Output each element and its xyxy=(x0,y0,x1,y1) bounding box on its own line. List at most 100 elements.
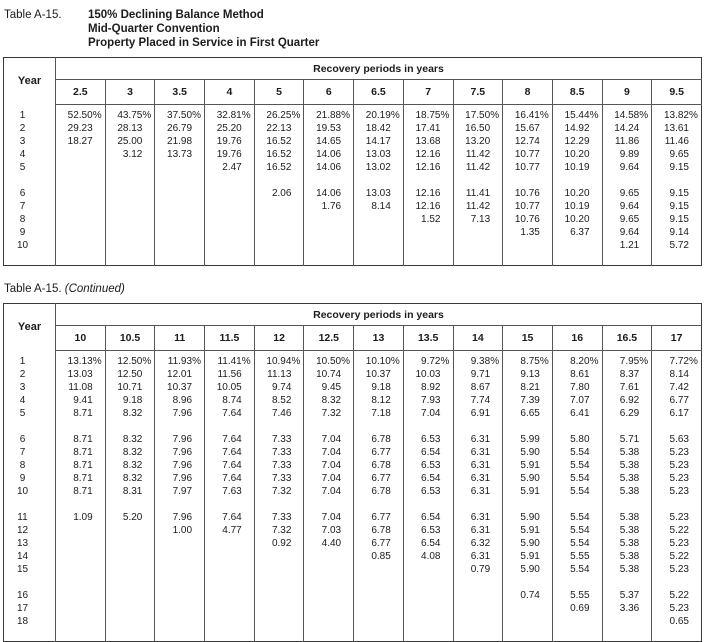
year-cell: 7 xyxy=(19,201,26,212)
value-cell: 6.53 xyxy=(402,433,453,446)
value-cell: 9.38% xyxy=(452,350,503,368)
table-title-lines: 150% Declining Balance Method Mid-Quarte… xyxy=(88,8,319,50)
value-cell xyxy=(353,563,404,576)
value-cell: 14.06 xyxy=(303,161,354,174)
spacer-row xyxy=(4,252,702,266)
value-cell: 11.42 xyxy=(452,148,503,161)
value-cell: 5.54 xyxy=(551,563,603,576)
value-cell xyxy=(253,200,304,213)
value-cell: 22.13 xyxy=(253,122,304,135)
value-cell: 2.47 xyxy=(204,161,255,174)
value-cell xyxy=(104,602,155,615)
value-cell xyxy=(55,550,106,563)
value-cell: 0.92 xyxy=(253,537,304,550)
value-cell xyxy=(502,239,553,252)
value-cell: 11.42 xyxy=(452,200,503,213)
value-cell xyxy=(204,615,255,628)
value-cell: 8.71 xyxy=(55,459,106,472)
value-cell xyxy=(154,161,205,174)
value-cell: 5.63 xyxy=(651,433,702,446)
value-cell: 1.21 xyxy=(601,239,652,252)
spacer-cell xyxy=(104,252,155,266)
table-row: 4 9.41 9.18 8.96 8.74 8.52 8.32 8.12 7.93 7.74 7.3… xyxy=(4,394,702,407)
value-cell: 9.65 xyxy=(651,148,702,161)
period-header: 11 xyxy=(154,325,205,351)
value-cell: 10.20 xyxy=(551,148,603,161)
value-cell: 6.77 xyxy=(353,446,404,459)
year-cell: 10 xyxy=(16,486,29,497)
value-cell: 6.77 xyxy=(353,472,404,485)
value-cell: 7.96 xyxy=(154,511,205,524)
value-cell: 5.22 xyxy=(651,524,702,537)
value-cell xyxy=(55,589,106,602)
value-cell: 8.96 xyxy=(154,394,205,407)
value-cell: 13.03 xyxy=(353,187,404,200)
value-cell: 10.71 xyxy=(104,381,155,394)
value-cell: 7.04 xyxy=(303,433,354,446)
value-cell: 43.75% xyxy=(104,104,155,122)
value-cell: 7.74 xyxy=(452,394,503,407)
spacer-cell xyxy=(402,498,453,511)
value-cell: 10.74 xyxy=(303,368,354,381)
value-cell: 7.64 xyxy=(204,446,255,459)
spacer-cell xyxy=(402,628,453,642)
value-cell xyxy=(55,537,106,550)
value-cell: 13.68 xyxy=(402,135,453,148)
spacer-cell xyxy=(253,252,304,266)
value-cell: 7.32 xyxy=(253,485,304,498)
value-cell: 8.32 xyxy=(104,459,155,472)
value-cell: 29.23 xyxy=(55,122,106,135)
value-cell xyxy=(303,589,354,602)
value-cell xyxy=(551,239,603,252)
value-cell: 5.22 xyxy=(651,589,702,602)
period-header: 12 xyxy=(253,325,304,351)
value-cell: 6.32 xyxy=(452,537,503,550)
value-cell: 5.38 xyxy=(601,472,652,485)
value-cell: 7.96 xyxy=(154,459,205,472)
value-cell: 7.39 xyxy=(502,394,553,407)
value-cell: 1.09 xyxy=(55,511,106,524)
value-cell xyxy=(303,239,354,252)
value-cell: 6.37 xyxy=(551,226,603,239)
spacer-cell xyxy=(104,420,155,433)
value-cell xyxy=(402,602,453,615)
value-cell xyxy=(104,563,155,576)
value-cell: 7.33 xyxy=(253,511,304,524)
spacer-cell xyxy=(154,628,205,642)
value-cell: 9.64 xyxy=(601,200,652,213)
value-cell: 11.93% xyxy=(154,350,205,368)
value-cell xyxy=(204,200,255,213)
spacer-cell xyxy=(502,576,553,589)
value-cell: 10.37 xyxy=(353,368,404,381)
table-row: 1 52.50% 43.75% 37.50% 32.81% 26.25% 21.88% 20.… xyxy=(4,104,702,122)
spacer-cell xyxy=(4,628,56,642)
value-cell: 1.76 xyxy=(303,200,354,213)
table-body: 1 13.13% 12.50% 11.93% 11.41% 10.94% 10.50% 10.… xyxy=(4,350,702,642)
value-cell: 7.97 xyxy=(154,485,205,498)
spacer-cell xyxy=(154,174,205,187)
value-cell xyxy=(353,602,404,615)
value-cell: 16.50 xyxy=(452,122,503,135)
period-header: 10.5 xyxy=(104,325,155,351)
value-cell: 16.52 xyxy=(253,135,304,148)
value-cell: 18.27 xyxy=(55,135,106,148)
value-cell xyxy=(204,563,255,576)
value-cell: 5.38 xyxy=(601,459,652,472)
period-header: 9 xyxy=(601,79,652,105)
value-cell: 14.17 xyxy=(353,135,404,148)
table-row: 6 8.71 8.32 7.96 7.64 7.33 7.04 6.78 6.53 6.31 5.9… xyxy=(4,433,702,446)
spacer-cell xyxy=(55,420,106,433)
value-cell: 6.17 xyxy=(651,407,702,420)
spacer-cell xyxy=(353,252,404,266)
value-cell: 16.41% xyxy=(502,104,553,122)
value-cell xyxy=(104,589,155,602)
value-cell xyxy=(253,602,304,615)
value-cell: 6.78 xyxy=(353,485,404,498)
table-row: 4 3.12 13.73 19.76 16.52 14.06 13.03 12.16 11.42… xyxy=(4,148,702,161)
spacer-cell xyxy=(4,576,56,589)
value-cell: 0.65 xyxy=(651,615,702,628)
value-cell: 4.40 xyxy=(303,537,354,550)
year-cell: 1 xyxy=(19,355,26,367)
value-cell: 9.65 xyxy=(601,187,652,200)
value-cell: 12.50% xyxy=(104,350,155,368)
